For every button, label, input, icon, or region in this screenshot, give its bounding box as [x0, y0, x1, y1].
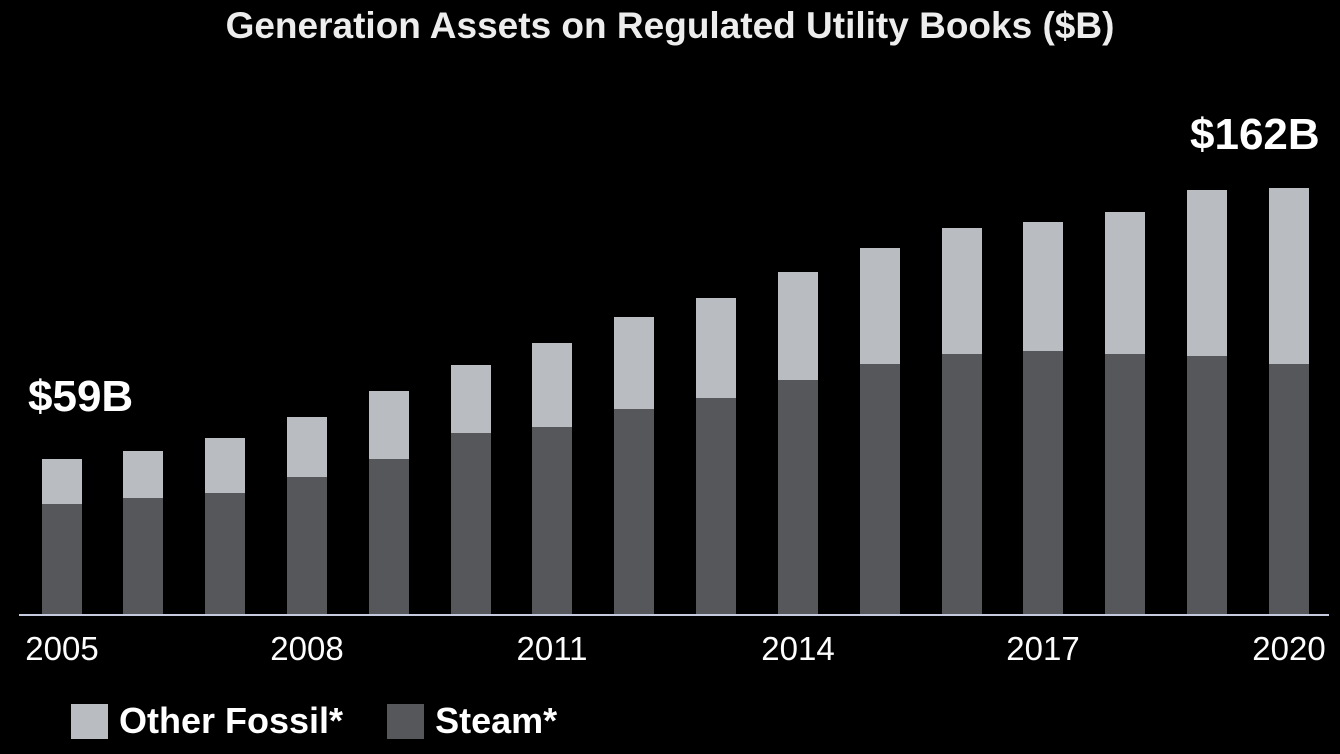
- x-tick-2011: 2011: [516, 630, 588, 667]
- bar-segment-steam--2020: [1269, 364, 1309, 614]
- bar-segment-other-fossil--2020: [1269, 188, 1309, 364]
- bar-segment-other-fossil--2017: [1023, 222, 1063, 351]
- bar-segment-steam--2016: [942, 354, 982, 614]
- x-tick-2020: 2020: [1252, 630, 1326, 667]
- bar-segment-steam--2012: [614, 409, 654, 614]
- x-tick-2005: 2005: [25, 630, 99, 667]
- bar-2008: [287, 417, 327, 614]
- bar-segment-steam--2008: [287, 477, 327, 614]
- bar-2005: [42, 459, 82, 614]
- bar-segment-steam--2007: [205, 493, 245, 614]
- legend-label-other-fossil: Other Fossil*: [119, 700, 344, 741]
- bar-2010: [451, 365, 491, 614]
- bar-segment-steam--2017: [1023, 351, 1063, 614]
- bar-segment-other-fossil--2016: [942, 228, 982, 354]
- bar-segment-other-fossil--2018: [1105, 212, 1145, 354]
- bar-segment-steam--2015: [860, 364, 900, 614]
- bar-segment-steam--2011: [532, 427, 572, 614]
- bar-segment-steam--2018: [1105, 354, 1145, 614]
- x-tick-2008: 2008: [270, 630, 344, 667]
- legend-item-other-fossil: Other Fossil*: [71, 700, 343, 742]
- bar-segment-steam--2010: [451, 433, 491, 614]
- bar-2015: [860, 248, 900, 614]
- bar-segment-other-fossil--2019: [1187, 190, 1227, 356]
- bar-2020: [1269, 188, 1309, 614]
- chart-title: Generation Assets on Regulated Utility B…: [225, 5, 1115, 46]
- legend-label-steam: Steam*: [435, 700, 558, 741]
- bar-2014: [778, 272, 818, 614]
- bar-segment-other-fossil--2009: [369, 391, 409, 459]
- annotation-end-value: $162B: [1190, 110, 1320, 159]
- bar-segment-other-fossil--2005: [42, 459, 82, 504]
- bar-segment-other-fossil--2007: [205, 438, 245, 493]
- bar-segment-steam--2014: [778, 380, 818, 614]
- bar-segment-steam--2006: [123, 498, 163, 614]
- bar-segment-other-fossil--2013: [696, 298, 736, 398]
- bar-segment-other-fossil--2006: [123, 451, 163, 498]
- bar-2006: [123, 451, 163, 614]
- x-tick-2017: 2017: [1006, 630, 1080, 667]
- x-tick-2014: 2014: [761, 630, 835, 667]
- legend: Other Fossil* Steam*: [71, 700, 557, 742]
- bar-2012: [614, 317, 654, 614]
- bar-segment-other-fossil--2010: [451, 365, 491, 433]
- annotation-start-value: $59B: [28, 372, 134, 421]
- bar-2007: [205, 438, 245, 614]
- bar-segment-steam--2013: [696, 398, 736, 614]
- bar-segment-other-fossil--2015: [860, 248, 900, 364]
- bar-segment-other-fossil--2012: [614, 317, 654, 409]
- legend-swatch-other-fossil-icon: [71, 703, 108, 739]
- bar-segment-other-fossil--2011: [532, 343, 572, 427]
- bar-2011: [532, 343, 572, 614]
- bar-2017: [1023, 222, 1063, 614]
- bar-segment-other-fossil--2008: [287, 417, 327, 477]
- bar-2018: [1105, 212, 1145, 614]
- legend-swatch-steam-icon: [387, 703, 425, 739]
- bar-2009: [369, 391, 409, 614]
- bar-2016: [942, 228, 982, 614]
- x-axis-line: [19, 614, 1329, 616]
- legend-item-steam: Steam*: [387, 700, 557, 742]
- bar-segment-steam--2005: [42, 504, 82, 614]
- bar-segment-steam--2009: [369, 459, 409, 614]
- bar-segment-other-fossil--2014: [778, 272, 818, 380]
- bar-segment-steam--2019: [1187, 356, 1227, 614]
- bar-2013: [696, 298, 736, 614]
- bar-2019: [1187, 190, 1227, 614]
